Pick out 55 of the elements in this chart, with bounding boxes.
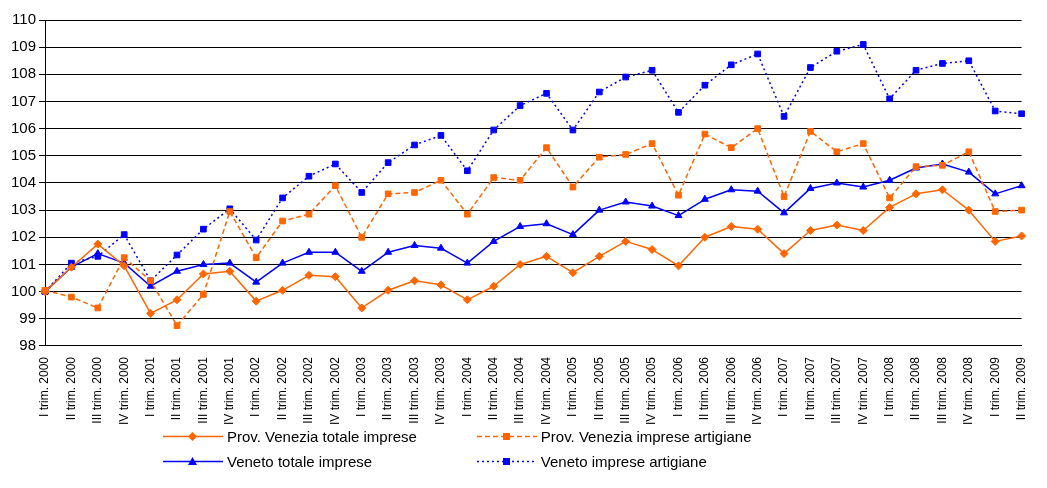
legend-label: Veneto totale imprese [227,453,373,470]
y-tick-label: 109 [11,37,37,55]
x-tick-label: III trim. 2001 [195,356,210,424]
x-tick-label: IV trim. 2000 [116,356,131,425]
x-tick-label: I trim. 2003 [354,356,369,417]
y-tick-label: 106 [11,118,37,136]
x-tick-label: II trim. 2000 [63,356,78,421]
y-tick-label: 105 [11,145,37,163]
x-tick-label: IV trim. 2004 [538,356,553,425]
x-tick-label: I trim. 2008 [881,356,896,417]
x-tick-label: II trim. 2003 [380,356,395,421]
y-tick-label: 102 [11,227,37,245]
x-tick-label: I trim. 2005 [565,356,580,417]
x-tick-label: II trim. 2002 [274,356,289,421]
x-tick-label: I trim. 2001 [142,356,157,417]
x-tick-label: II trim. 2007 [802,356,817,421]
y-tick-label: 110 [12,10,37,28]
x-tick-label: III trim. 2002 [301,356,316,424]
legend-label: Prov. Venezia totale imprese [227,428,417,445]
x-tick-label: III trim. 2006 [723,356,738,424]
x-tick-label: I trim. 2006 [670,356,685,417]
x-tick-label: IV trim. 2005 [644,356,659,425]
y-tick-label: 104 [11,173,37,191]
y-tick-label: 99 [19,308,37,326]
x-tick-label: II trim. 2006 [697,356,712,421]
x-tick-label: I trim. 2007 [776,356,791,417]
y-tick-label: 108 [11,64,37,82]
x-tick-label: IV trim. 2007 [855,356,870,425]
x-tick-label: IV trim. 2003 [433,356,448,425]
x-tick-label: I trim. 2000 [37,356,52,417]
x-tick-label: III trim. 2008 [934,356,949,424]
x-tick-label: I trim. 2004 [459,356,474,417]
x-tick-label: I trim. 2002 [248,356,263,417]
x-tick-label: II trim. 2005 [591,356,606,421]
x-tick-label: III trim. 2003 [406,356,421,424]
y-tick-label: 101 [11,254,37,272]
y-tick-label: 107 [11,91,37,109]
x-tick-label: IV trim. 2006 [749,356,764,425]
x-tick-label: II trim. 2004 [486,356,501,421]
y-tick-label: 100 [11,281,37,299]
x-tick-label: II trim. 2009 [1013,356,1028,421]
legend-label: Prov. Venezia imprese artigiane [540,428,752,445]
legend-label: Veneto imprese artigiane [540,453,707,470]
x-tick-label: II trim. 2001 [169,356,184,421]
x-tick-label: II trim. 2008 [908,356,923,421]
x-tick-label: IV trim. 2008 [961,356,976,425]
x-tick-label: III trim. 2005 [618,356,632,424]
x-tick-label: IV trim. 2002 [327,356,342,425]
x-tick-label: III trim. 2007 [829,356,844,424]
y-tick-label: 103 [11,200,37,218]
y-tick-label: 98 [19,336,37,354]
x-tick-label: III trim. 2000 [90,356,105,424]
x-tick-label: IV trim. 2001 [222,356,237,425]
x-tick-label: III trim. 2004 [512,356,527,424]
x-tick-label: I trim. 2009 [987,356,1002,417]
